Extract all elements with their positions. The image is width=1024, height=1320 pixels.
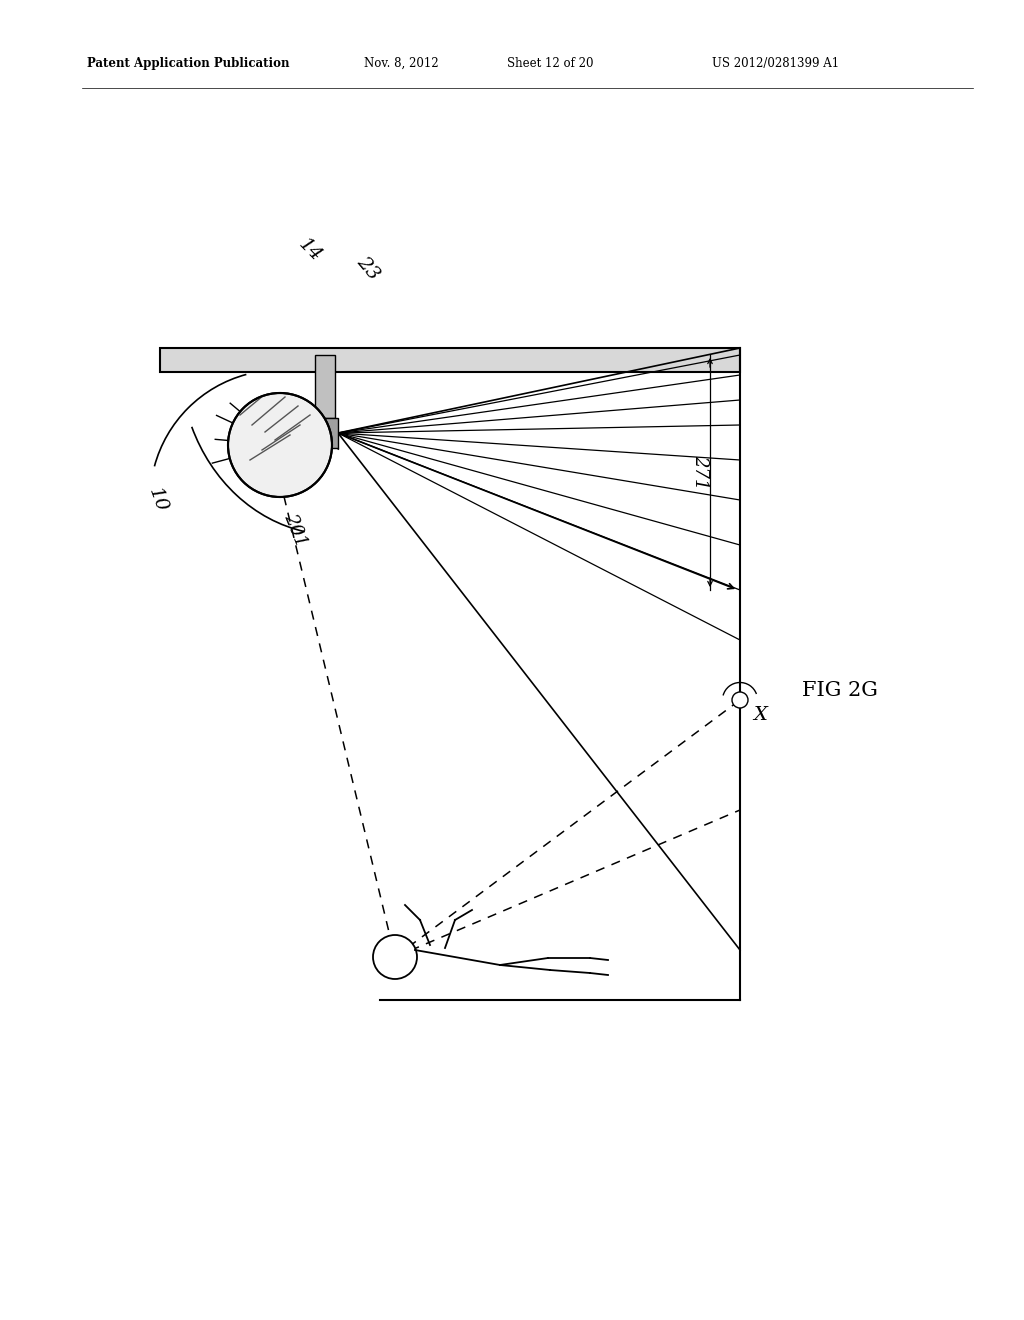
Text: X: X [753, 706, 767, 723]
Text: Nov. 8, 2012: Nov. 8, 2012 [364, 57, 438, 70]
Text: Patent Application Publication: Patent Application Publication [87, 57, 290, 70]
Text: 10: 10 [145, 486, 171, 515]
Text: Sheet 12 of 20: Sheet 12 of 20 [507, 57, 593, 70]
Circle shape [732, 692, 748, 708]
Circle shape [373, 935, 417, 979]
Text: 23: 23 [353, 252, 383, 284]
Text: 14: 14 [295, 235, 325, 265]
Bar [160, 348, 740, 372]
Text: FIG 2G: FIG 2G [802, 681, 878, 700]
Circle shape [228, 393, 332, 498]
Text: 201: 201 [281, 511, 310, 549]
Bar [312, 418, 338, 447]
Bar [315, 355, 335, 418]
Text: 271: 271 [691, 455, 709, 490]
Text: US 2012/0281399 A1: US 2012/0281399 A1 [712, 57, 839, 70]
